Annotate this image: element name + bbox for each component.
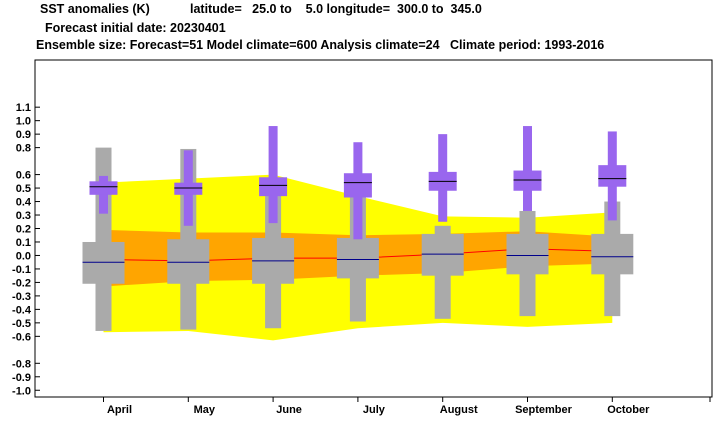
y-tick-label: -0.4 (12, 304, 32, 316)
y-tick-label: -0.5 (12, 318, 31, 330)
forecast-box-1 (82, 241, 125, 284)
analysis-box-7 (598, 165, 627, 187)
y-tick-label: 0.5 (16, 183, 31, 195)
forecast-box-7 (591, 233, 634, 275)
analysis-box-1 (89, 181, 118, 195)
x-tick-label: August (440, 404, 478, 416)
forecast-box-5 (421, 233, 464, 276)
forecast-date-label: Forecast initial date: 20230401 (45, 21, 226, 35)
forecast-whisker-1 (95, 147, 112, 331)
y-tick-label: -0.2 (12, 277, 31, 289)
y-tick-label: 0.6 (16, 170, 31, 182)
y-tick-label: 0.8 (16, 143, 31, 155)
analysis-box-3 (259, 177, 288, 197)
x-tick-label: July (363, 404, 386, 416)
x-tick-label: June (276, 404, 302, 416)
chart-title: SST anomalies (K) (40, 2, 150, 16)
forecast-box-2 (167, 239, 210, 284)
analysis-whisker-3 (268, 126, 278, 224)
y-tick-label: -0.3 (12, 291, 31, 303)
y-tick-label: -0.8 (12, 358, 31, 370)
y-tick-label: 0.1 (16, 237, 31, 249)
y-tick-label: 0.0 (16, 250, 31, 262)
y-tick-label: 0.9 (16, 129, 31, 141)
y-tick-label: -1.0 (12, 385, 31, 397)
x-tick-label: October (607, 404, 650, 416)
analysis-box-2 (174, 182, 203, 195)
region-label: latitude= 25.0 to 5.0 longitude= 300.0 t… (190, 2, 482, 16)
x-tick-label: May (194, 404, 216, 416)
y-tick-label: -0.9 (12, 372, 31, 384)
y-tick-label: 1.0 (16, 116, 31, 128)
axes: -1.0-0.9-0.8-0.6-0.5-0.4-0.3-0.2-0.10.00… (12, 59, 713, 416)
forecast-box-4 (336, 237, 379, 279)
y-tick-label: 0.4 (16, 197, 32, 209)
y-tick-label: -0.6 (12, 331, 31, 343)
ensemble-info-label: Ensemble size: Forecast=51 Model climate… (36, 38, 605, 52)
forecast-box-6 (506, 233, 549, 275)
y-tick-label: 0.2 (16, 224, 31, 236)
x-tick-label: April (107, 404, 132, 416)
analysis-boxes (89, 126, 627, 240)
analysis-box-6 (513, 170, 542, 191)
analysis-whisker-6 (523, 126, 532, 211)
chart-header: SST anomalies (K) latitude= 25.0 to 5.0 … (0, 0, 719, 56)
x-tick-label: September (515, 404, 573, 416)
y-tick-label: 1.1 (16, 102, 31, 114)
analysis-box-4 (343, 173, 372, 198)
y-tick-label: -0.1 (12, 264, 31, 276)
y-tick-label: 0.3 (16, 210, 31, 222)
